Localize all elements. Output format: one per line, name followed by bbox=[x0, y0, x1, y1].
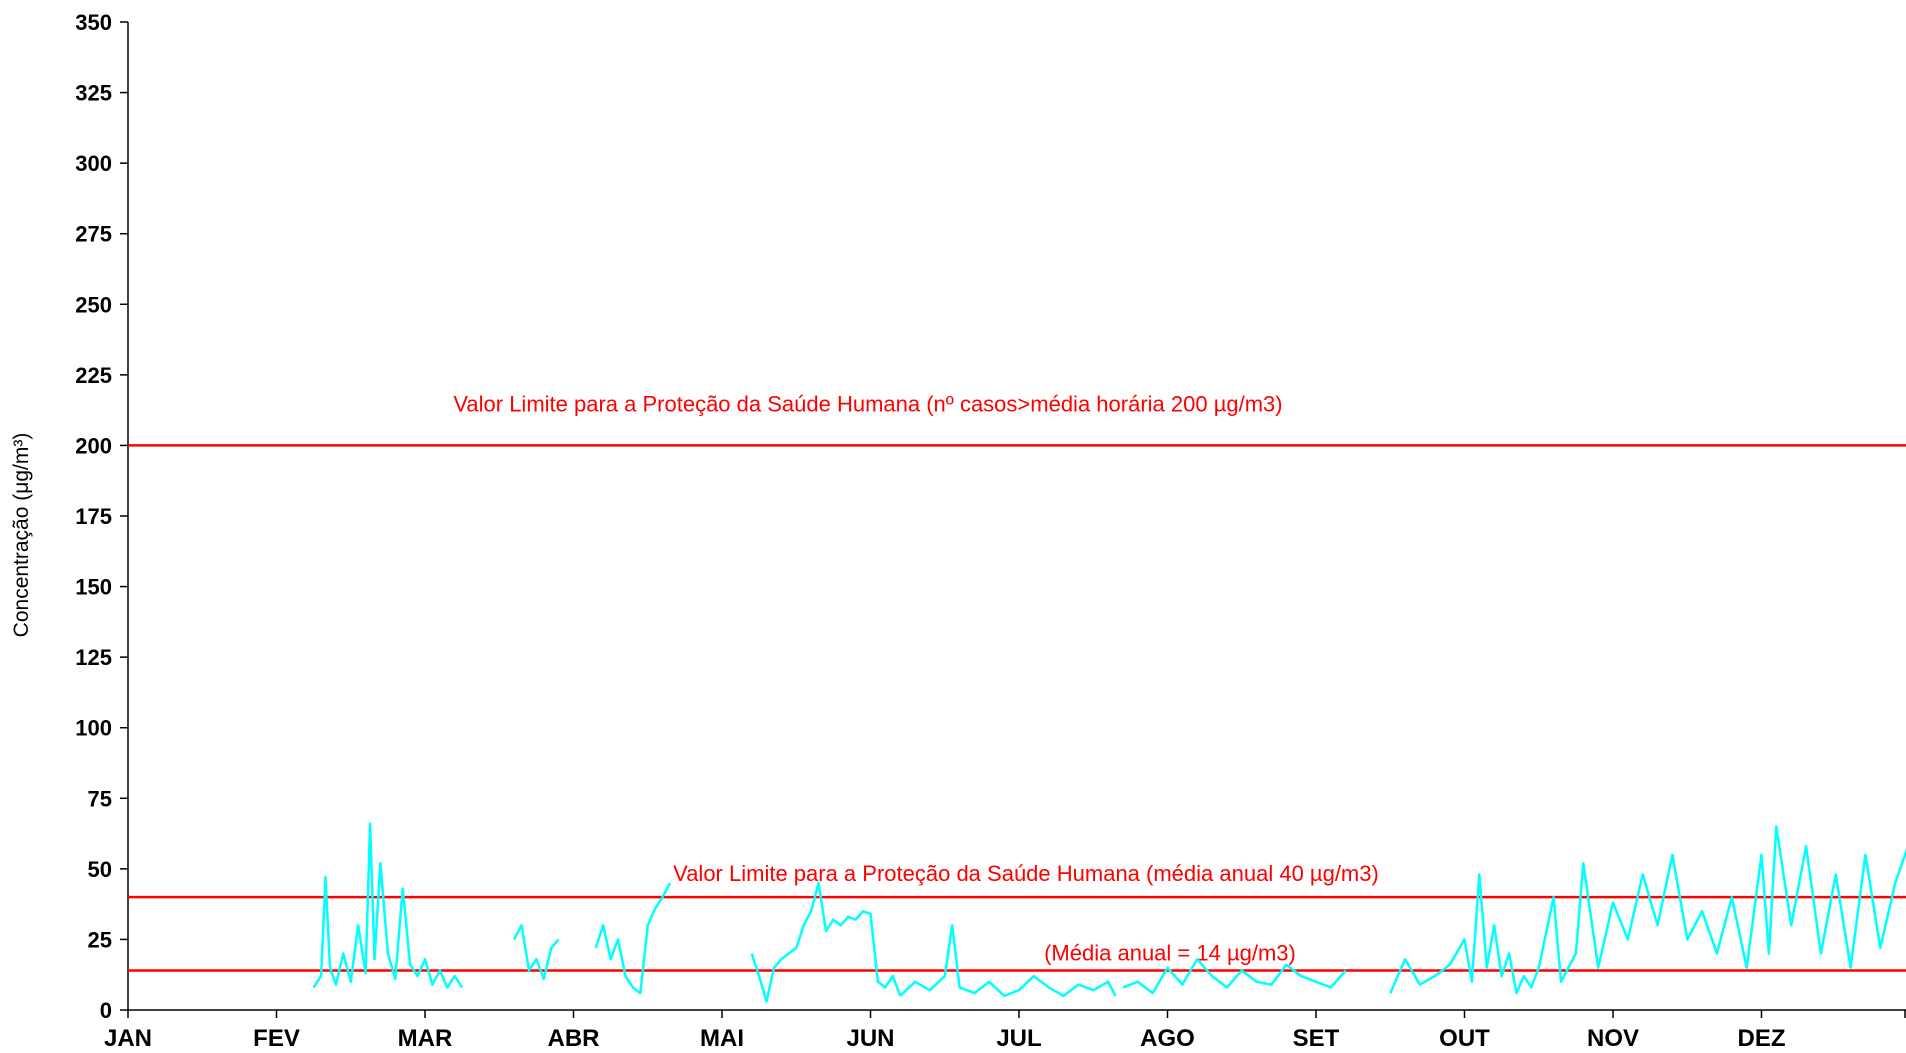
y-tick-label: 0 bbox=[100, 998, 112, 1023]
y-axis-label: Concentração (μg/m³) bbox=[10, 433, 33, 638]
y-tick-label: 300 bbox=[75, 151, 112, 176]
series-line-segment bbox=[512, 924, 560, 981]
x-tick-label: ABR bbox=[548, 1025, 600, 1052]
x-tick-label: JUL bbox=[996, 1025, 1041, 1052]
x-tick-label: JAN bbox=[104, 1025, 152, 1052]
series-line-segment bbox=[750, 881, 902, 1003]
series-line-segment bbox=[312, 822, 464, 989]
x-tick-label: AGO bbox=[1140, 1025, 1195, 1052]
y-tick-label: 100 bbox=[75, 716, 112, 741]
reference-line-label: Valor Limite para a Proteção da Saúde Hu… bbox=[673, 861, 1379, 886]
reference-lines: Valor Limite para a Proteção da Saúde Hu… bbox=[128, 391, 1906, 972]
x-tick-label: JUN bbox=[846, 1025, 894, 1052]
series-line-segment bbox=[1122, 957, 1347, 995]
x-tick-label: MAI bbox=[700, 1025, 744, 1052]
reference-line-label: (Média anual = 14 µg/m3) bbox=[1044, 940, 1296, 965]
x-tick-label: NOV bbox=[1587, 1025, 1639, 1052]
y-tick-label: 125 bbox=[75, 645, 112, 670]
series-group bbox=[312, 822, 1906, 1003]
series-line-segment bbox=[594, 882, 672, 995]
y-tick-label: 225 bbox=[75, 363, 112, 388]
y-axis: 0 25 50 75 100 125 150 175 200 225 250 275 300 325 350 bbox=[75, 10, 129, 1023]
x-tick-label: MAR bbox=[398, 1025, 453, 1052]
x-axis: JAN FEV MAR ABR MAI JUN JUL AGO SET OUT NOV DEZ bbox=[104, 1009, 1906, 1052]
y-tick-label: 350 bbox=[75, 10, 112, 35]
y-tick-label: 25 bbox=[88, 927, 112, 952]
y-tick-label: 275 bbox=[75, 222, 112, 247]
y-tick-label: 250 bbox=[75, 292, 112, 317]
y-tick-label: 150 bbox=[75, 575, 112, 600]
x-tick-label: FEV bbox=[253, 1025, 300, 1052]
x-tick-label: DEZ bbox=[1738, 1025, 1786, 1052]
series-line-segment bbox=[899, 924, 1117, 998]
series-line-segment bbox=[1537, 825, 1906, 984]
reference-line-label: Valor Limite para a Proteção da Saúde Hu… bbox=[453, 391, 1282, 416]
y-tick-label: 200 bbox=[75, 433, 112, 458]
y-tick-label: 50 bbox=[88, 857, 112, 882]
x-tick-label: OUT bbox=[1439, 1025, 1490, 1052]
series-line-segment bbox=[1389, 873, 1540, 995]
y-tick-label: 175 bbox=[75, 504, 112, 529]
x-tick-label: SET bbox=[1293, 1025, 1340, 1052]
y-tick-label: 75 bbox=[88, 786, 112, 811]
y-tick-label: 325 bbox=[75, 81, 112, 106]
